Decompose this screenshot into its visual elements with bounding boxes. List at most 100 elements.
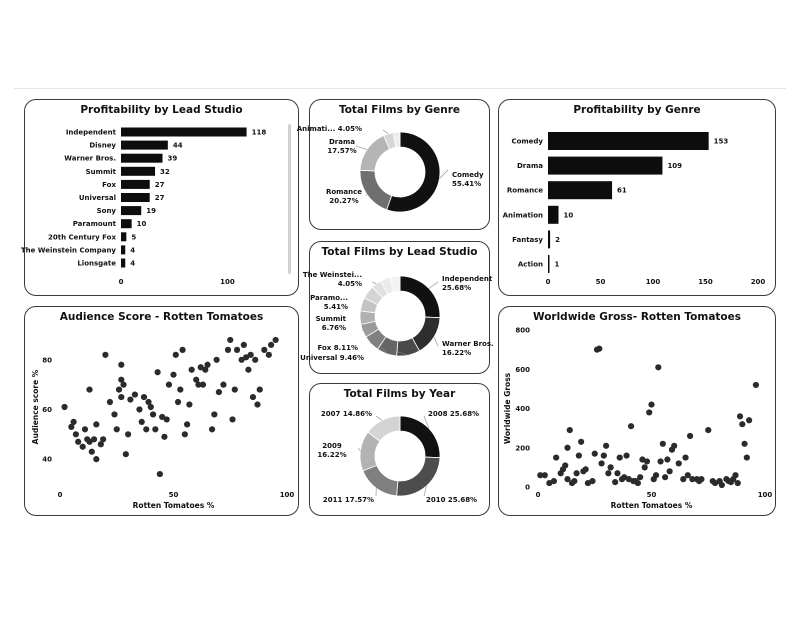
x-tick-label: 50 [647, 491, 657, 499]
scatter-point [643, 458, 651, 465]
slice-label: Summit [316, 315, 347, 323]
slice-label: 2007 14.86% [321, 410, 372, 418]
scatter-point [208, 426, 216, 433]
scatter-point [553, 454, 560, 461]
scatter-point [659, 440, 666, 447]
bar-value-label: 10 [564, 211, 574, 219]
slice-label: Romance [326, 188, 362, 196]
bar-category-label: Disney [89, 142, 116, 150]
panel-genre-profit[interactable]: Profitability by Genre [498, 99, 776, 296]
scatter-point [113, 426, 120, 433]
panel-audience-scatter[interactable]: Audience Score - Rotten Tomatoes [24, 306, 299, 516]
scatter-point [86, 438, 93, 445]
scatter-point [662, 474, 669, 481]
leader-line [439, 169, 449, 179]
scatter-point [243, 354, 250, 361]
scatter-point [118, 361, 125, 368]
bar-value-label: 39 [168, 155, 178, 163]
bar [121, 258, 126, 268]
scatter-point [120, 381, 127, 388]
scatter-point [537, 472, 544, 479]
x-tick-label: 100 [758, 491, 773, 499]
bar-value-label: 109 [667, 162, 682, 170]
scatter-point [686, 432, 694, 440]
scatter-point [213, 356, 220, 363]
panel-title: Profitability by Genre [573, 104, 701, 116]
bar-category-label: Action [518, 261, 543, 269]
y-tick-label: 400 [515, 405, 530, 413]
scatter-point [81, 426, 89, 433]
y-tick-label: 800 [515, 327, 530, 335]
bar-value-label: 118 [252, 129, 267, 137]
scatter-point [195, 381, 202, 388]
bar-category-label: The Weinstein Company [21, 246, 117, 254]
y-tick-label: 40 [42, 456, 52, 464]
scatter-point [666, 468, 673, 475]
bar-value-label: 27 [155, 194, 165, 202]
donut-slice [399, 415, 441, 459]
scatter-point [199, 381, 207, 388]
x-axis-label: Rotten Tomatoes % [611, 501, 693, 510]
bar-category-label: Paramount [73, 220, 117, 228]
scatter-point [689, 476, 696, 483]
scatter-point [154, 369, 161, 376]
scatter-point [68, 423, 75, 430]
slice-label: Independent [442, 275, 493, 283]
scatter-point [705, 426, 712, 434]
bar-value-label: 4 [130, 246, 135, 254]
scatter-point [61, 403, 68, 411]
year_films-chart: 2008 25.68% 2010 25.68% 2011 17.57% 200916.… [317, 410, 479, 504]
scatter-point [598, 460, 605, 467]
scatter-point [70, 418, 77, 426]
scatter-point [97, 441, 104, 448]
slice-label: Comedy [452, 171, 484, 179]
leader-line [428, 281, 439, 289]
scatter-point [641, 464, 648, 471]
scatter-point [118, 376, 125, 383]
scatter-point [122, 451, 129, 458]
scatter-point [227, 336, 234, 344]
panel-title: Worldwide Gross- Rotten Tomatoes [532, 311, 742, 323]
x-tick-label: 100 [646, 278, 661, 286]
bar-value-label: 2 [555, 236, 560, 244]
slice-label: Drama [329, 138, 355, 146]
scatter-point [152, 426, 159, 433]
scatter-point [245, 366, 252, 373]
bar [121, 140, 168, 150]
scatter-point [79, 443, 86, 450]
scatter-point [600, 452, 607, 459]
bar [121, 206, 142, 216]
bar-value-label: 61 [617, 187, 627, 195]
bar [548, 230, 551, 249]
slice-label: 2008 25.68% [428, 410, 479, 418]
scatter-point [655, 364, 662, 371]
bar-category-label: Drama [517, 162, 543, 170]
x-tick-label: 100 [280, 491, 295, 499]
scatter-point [562, 462, 569, 469]
slice-label: 2009 [322, 442, 342, 450]
scatter-point [564, 476, 571, 483]
slice-label: 17.57% [327, 147, 356, 155]
scatter-point [605, 470, 612, 477]
scatter-point [86, 386, 93, 393]
scatter-point [197, 364, 204, 371]
scrollbar[interactable] [288, 124, 291, 274]
scatter-point [161, 433, 168, 440]
x-tick-label: 50 [596, 278, 606, 286]
bar-category-label: Animation [503, 211, 543, 219]
leader-line [357, 447, 361, 452]
scatter-point [247, 351, 254, 358]
panel-studio-profit[interactable]: Profitability by Lead Studio [24, 99, 299, 296]
scatter-point [614, 470, 621, 477]
panel-title: Total Films by Lead Studio [321, 246, 478, 258]
leader-line [371, 281, 377, 285]
bar-category-label: Universal [79, 194, 116, 202]
scatter-point [743, 454, 750, 461]
scatter-point [272, 336, 279, 344]
scatter-point [202, 366, 209, 373]
x-tick-label: 100 [220, 278, 235, 286]
leader-line [355, 145, 367, 150]
donut-slice [359, 135, 391, 172]
scatter-point [746, 417, 753, 424]
